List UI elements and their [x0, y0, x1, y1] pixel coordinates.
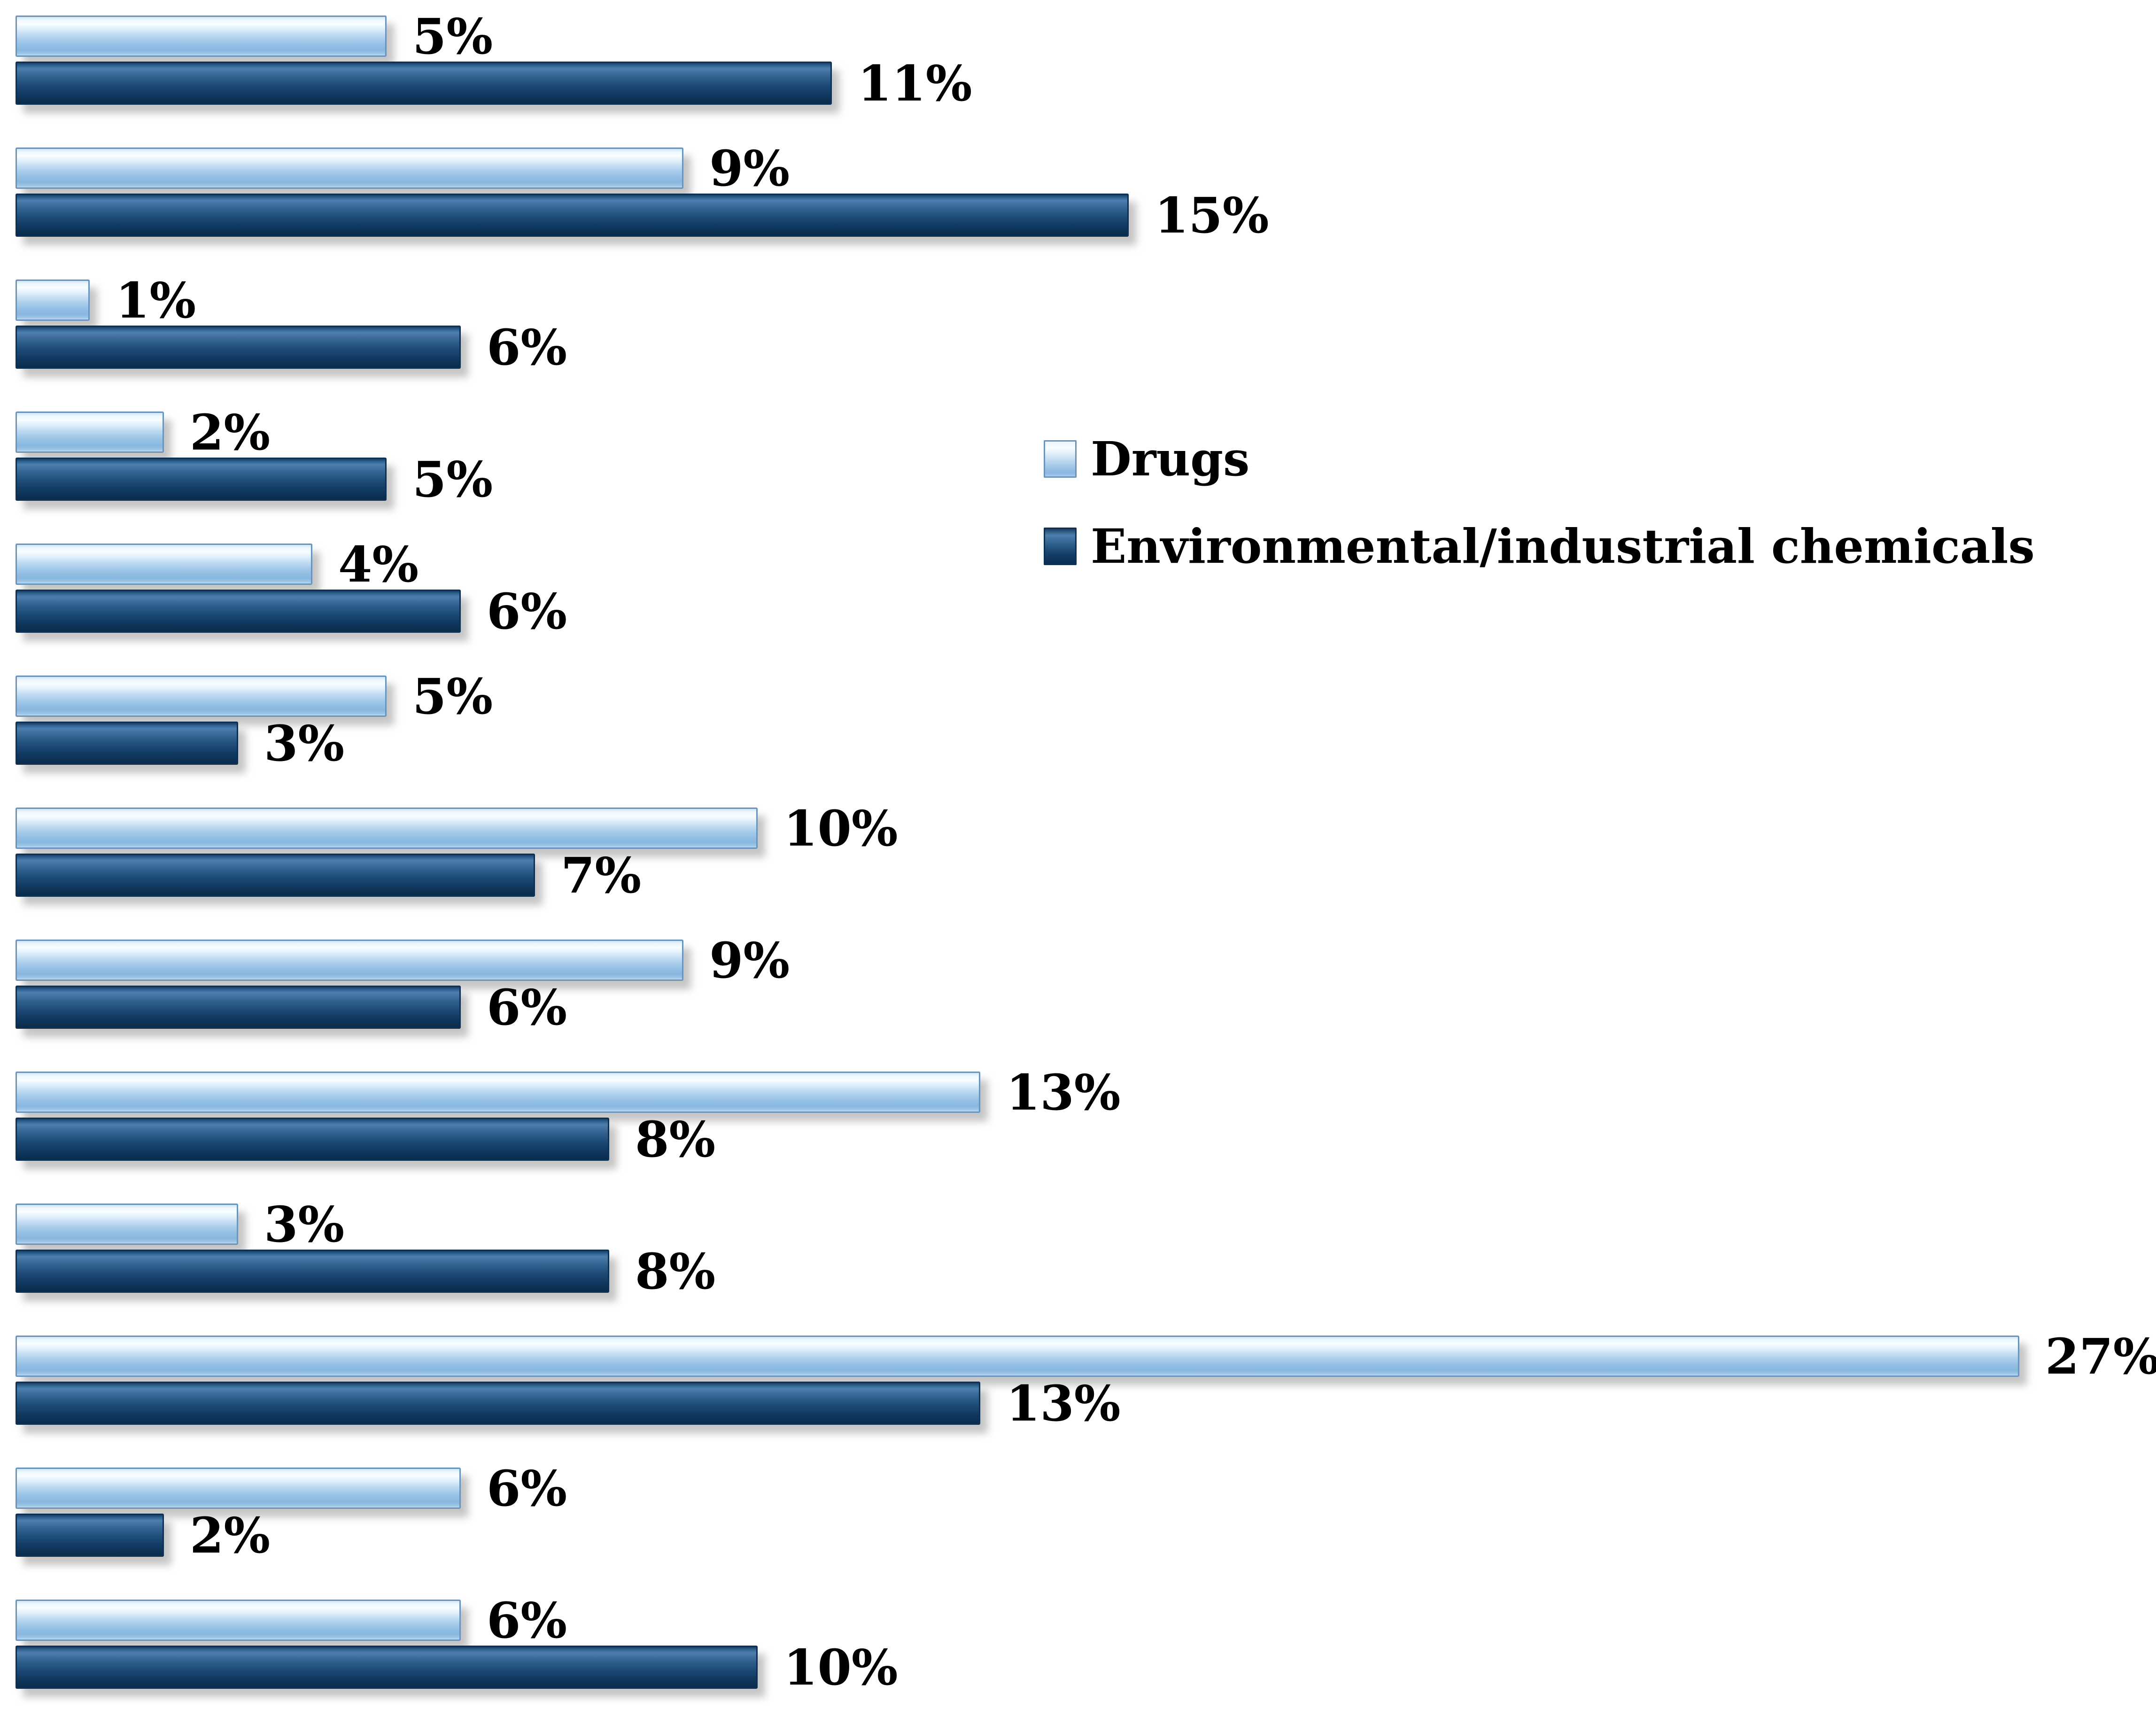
environmental-bar-label-13: 10%	[783, 1638, 898, 1696]
environmental-bar-13	[16, 1646, 758, 1689]
environmental-bar-9	[16, 1118, 609, 1161]
environmental-bar-10	[16, 1250, 609, 1293]
environmental-bar-3	[16, 326, 461, 369]
drugs-bar-5	[16, 544, 312, 585]
drugs-bar-7	[16, 808, 758, 849]
legend-label-environmental: Environmental/industrial chemicals	[1091, 519, 2035, 574]
legend-marker-drugs-icon	[1044, 440, 1077, 478]
environmental-bar-label-10: 8%	[635, 1242, 716, 1300]
drugs-bar-8	[16, 940, 683, 981]
drugs-bar-1	[16, 16, 387, 57]
environmental-bar-6	[16, 722, 238, 765]
drugs-bar-label-9: 13%	[1006, 1063, 1121, 1121]
environmental-bar-1	[16, 62, 832, 105]
environmental-bar-label-12: 2%	[190, 1506, 271, 1564]
environmental-bar-label-9: 8%	[635, 1110, 716, 1168]
drugs-bar-label-5: 4%	[338, 535, 419, 593]
legend-marker-environmental-icon	[1044, 528, 1077, 565]
environmental-bar-8	[16, 986, 461, 1029]
drugs-bar-label-3: 1%	[116, 271, 196, 329]
environmental-bar-label-11: 13%	[1006, 1374, 1121, 1432]
drugs-bar-6	[16, 676, 387, 717]
drugs-bar-9	[16, 1072, 980, 1113]
environmental-bar-12	[16, 1514, 164, 1557]
drugs-bar-label-4: 2%	[190, 403, 271, 461]
drugs-bar-label-2: 9%	[709, 139, 790, 197]
drugs-bar-2	[16, 148, 683, 189]
environmental-bar-5	[16, 590, 461, 633]
drugs-bar-13	[16, 1600, 461, 1641]
drugs-bar-label-13: 6%	[487, 1591, 567, 1649]
drugs-bar-4	[16, 412, 164, 453]
environmental-bar-label-5: 6%	[487, 582, 567, 640]
environmental-bar-2	[16, 194, 1129, 237]
drugs-bar-label-8: 9%	[709, 931, 790, 989]
drugs-bar-label-10: 3%	[264, 1195, 345, 1253]
drugs-bar-11	[16, 1336, 2019, 1377]
environmental-bar-4	[16, 458, 387, 501]
drugs-bar-label-12: 6%	[487, 1459, 567, 1517]
environmental-bar-11	[16, 1382, 980, 1425]
environmental-bar-label-4: 5%	[412, 450, 493, 508]
environmental-bar-7	[16, 854, 535, 897]
drugs-bar-label-6: 5%	[412, 667, 493, 725]
drugs-bar-3	[16, 280, 90, 321]
legend-item-drugs: Drugs	[1044, 431, 1249, 487]
environmental-bar-label-2: 15%	[1155, 186, 1269, 244]
environmental-bar-label-7: 7%	[561, 846, 642, 904]
drugs-bar-label-1: 5%	[412, 7, 493, 65]
drugs-bar-10	[16, 1204, 238, 1245]
legend-label-drugs: Drugs	[1091, 431, 1250, 487]
environmental-bar-label-1: 11%	[858, 54, 972, 112]
environmental-bar-label-8: 6%	[487, 978, 567, 1036]
environmental-bar-label-3: 6%	[487, 318, 567, 376]
drugs-bar-12	[16, 1468, 461, 1509]
drugs-bar-label-11: 27%	[2045, 1327, 2156, 1385]
environmental-bar-label-6: 3%	[264, 714, 345, 772]
legend-item-environmental: Environmental/industrial chemicals	[1044, 519, 2035, 574]
drugs-bar-label-7: 10%	[783, 799, 898, 857]
